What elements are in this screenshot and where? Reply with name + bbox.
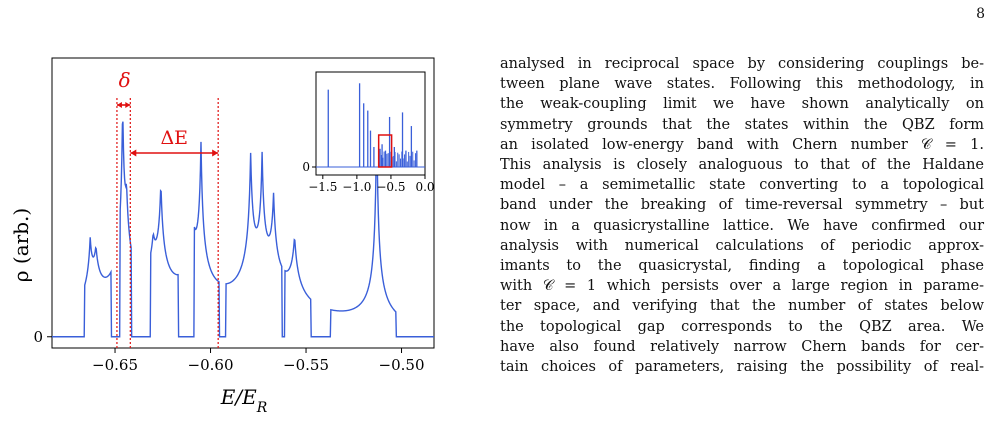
text-line: have also found relatively narrow Chern …: [500, 338, 984, 355]
text-line: an isolated low-energy band with Chern n…: [500, 136, 984, 153]
x-tick-label: −0.60: [188, 356, 234, 374]
delta-label: δ: [119, 68, 131, 92]
page-number: 8: [976, 6, 985, 22]
y-tick-label: 0: [33, 328, 43, 346]
x-axis-label: E/ER: [220, 385, 268, 416]
text-line: model – a semimetallic state converting …: [500, 177, 984, 194]
inset-x-tick-label: −0.5: [376, 180, 405, 194]
text-line: ter space, and verifying that the number…: [500, 298, 984, 315]
text-line: imants to the quasicrystal, finding a to…: [500, 258, 984, 275]
text-line: tain choices of parameters, raising the …: [500, 359, 984, 376]
inset-x-tick-label: 0.0: [415, 180, 434, 194]
density-of-states-plot: −0.65 −0.60 −0.55 −0.500 δΔE ρ (arb.) E/ER …: [9, 57, 435, 416]
text-line: with 𝒞 = 1 which persists over a large r…: [500, 278, 984, 295]
y-axis-label: ρ (arb.): [9, 208, 33, 282]
inset-x-tick-label: −1.0: [342, 180, 371, 194]
dos-line: [52, 115, 434, 338]
inset-x-tick-label: −1.5: [308, 180, 337, 194]
delta-e-label: ΔE: [160, 127, 188, 149]
text-line: the weak-coupling limit we have shown an…: [500, 96, 984, 113]
main-plot-frame: [51, 57, 435, 349]
x-tick-label: −0.55: [283, 356, 329, 374]
text-line: now in a quasicrystalline lattice. We ha…: [500, 217, 984, 234]
text-line: This analysis is closely analoguous to t…: [500, 157, 984, 174]
text-line: analysis with numerical calculations of …: [500, 237, 984, 254]
text-line: the topological gap corresponds to the Q…: [500, 318, 984, 335]
text-line: analysed in reciprocal space by consider…: [500, 56, 984, 72]
text-line: symmetry grounds that the states within …: [500, 116, 984, 133]
figure: −0.65 −0.60 −0.55 −0.50 0 δ ΔE ρ (arb.) E/ER …: [0, 40, 470, 424]
text-line: tween plane wave states. Following this …: [500, 76, 984, 93]
x-tick-label: −0.65: [92, 356, 138, 374]
x-tick-label: −0.50: [379, 356, 425, 374]
inset-plot: −1.5 −1.0 −0.5 0.0 0: [302, 71, 435, 194]
body-text: analysed in reciprocal space by consider…: [500, 54, 984, 377]
inset-y-tick-label: 0: [302, 160, 310, 174]
text-line: band under the breaking of time-reversal…: [500, 197, 984, 214]
inset-highlight-box: [377, 134, 393, 168]
delta-arrow-heads: [116, 102, 131, 108]
